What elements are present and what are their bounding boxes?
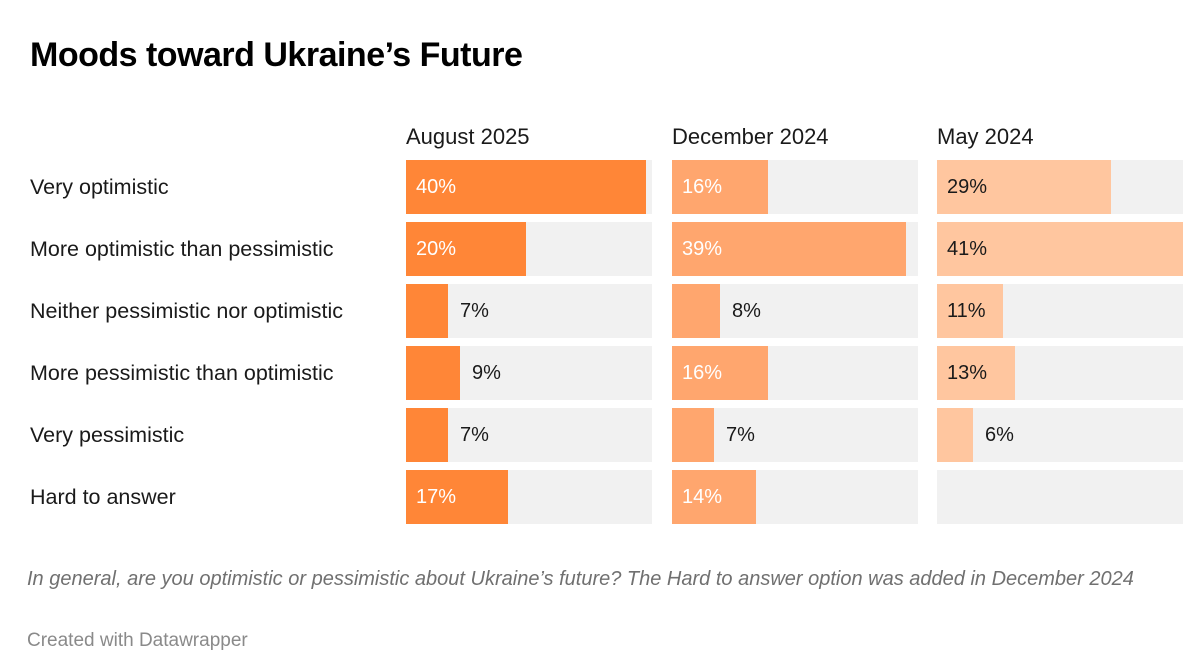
column-header: August 2025 [406, 124, 530, 149]
bar [937, 222, 1183, 276]
bar-cell: 13% [937, 346, 1183, 400]
data-label: 29% [947, 176, 988, 198]
data-label: 11% [947, 300, 986, 322]
chart-note: In general, are you optimistic or pessim… [27, 568, 1134, 590]
data-label: 41% [947, 238, 988, 260]
bar [672, 160, 768, 214]
bar [672, 222, 906, 276]
chart-credit: Created with Datawrapper [27, 630, 248, 651]
bar [406, 408, 448, 462]
data-label: 13% [947, 362, 988, 384]
row-label: More pessimistic than optimistic [30, 361, 334, 385]
bar [937, 160, 1111, 214]
data-label: 40% [416, 176, 457, 198]
data-label: 14% [682, 486, 723, 508]
row-label: Very pessimistic [30, 423, 185, 447]
bar-cell: 16% [672, 346, 918, 400]
bar-cell: 16% [672, 160, 918, 214]
bar-cell: 9% [406, 346, 652, 400]
bar [406, 346, 460, 400]
row-label: Very optimistic [30, 175, 169, 199]
bar-cell: 29% [937, 160, 1183, 214]
bar-cell: 17% [406, 470, 652, 524]
bar-cell: 39% [672, 222, 918, 276]
bar-cell [937, 470, 1183, 524]
bar [672, 470, 756, 524]
bar-cell: 14% [672, 470, 918, 524]
bar-cell: 20% [406, 222, 652, 276]
bar [937, 346, 1015, 400]
bar-cell: 8% [672, 284, 918, 338]
bar [406, 470, 508, 524]
bar [672, 346, 768, 400]
data-label: 7% [726, 424, 755, 446]
data-label: 16% [682, 362, 723, 384]
data-label: 9% [472, 362, 501, 384]
bar [672, 408, 714, 462]
bar [937, 284, 1003, 338]
row-label: Hard to answer [30, 485, 176, 509]
data-label: 6% [985, 424, 1014, 446]
bar [406, 222, 526, 276]
bar-cell: 40% [406, 160, 652, 214]
bar [406, 160, 646, 214]
bar-cell: 7% [406, 408, 652, 462]
bar-cell: 7% [406, 284, 652, 338]
bar [672, 284, 720, 338]
bar-cell: 11% [937, 284, 1183, 338]
bar [937, 408, 973, 462]
bar-cell: 7% [672, 408, 918, 462]
row-label: Neither pessimistic nor optimistic [30, 299, 344, 323]
column-header: December 2024 [672, 124, 829, 149]
data-label: 17% [416, 486, 457, 508]
bar [406, 284, 448, 338]
bar-cell: 41% [937, 222, 1183, 276]
data-label: 20% [416, 238, 457, 260]
row-label: More optimistic than pessimistic [30, 237, 334, 261]
data-label: 7% [460, 300, 489, 322]
bar-cell: 6% [937, 408, 1183, 462]
data-label: 8% [732, 300, 761, 322]
chart-title: Moods toward Ukraine’s Future [30, 36, 523, 74]
data-label: 39% [682, 238, 723, 260]
data-label: 16% [682, 176, 723, 198]
data-label: 7% [460, 424, 489, 446]
column-header: May 2024 [937, 124, 1034, 149]
